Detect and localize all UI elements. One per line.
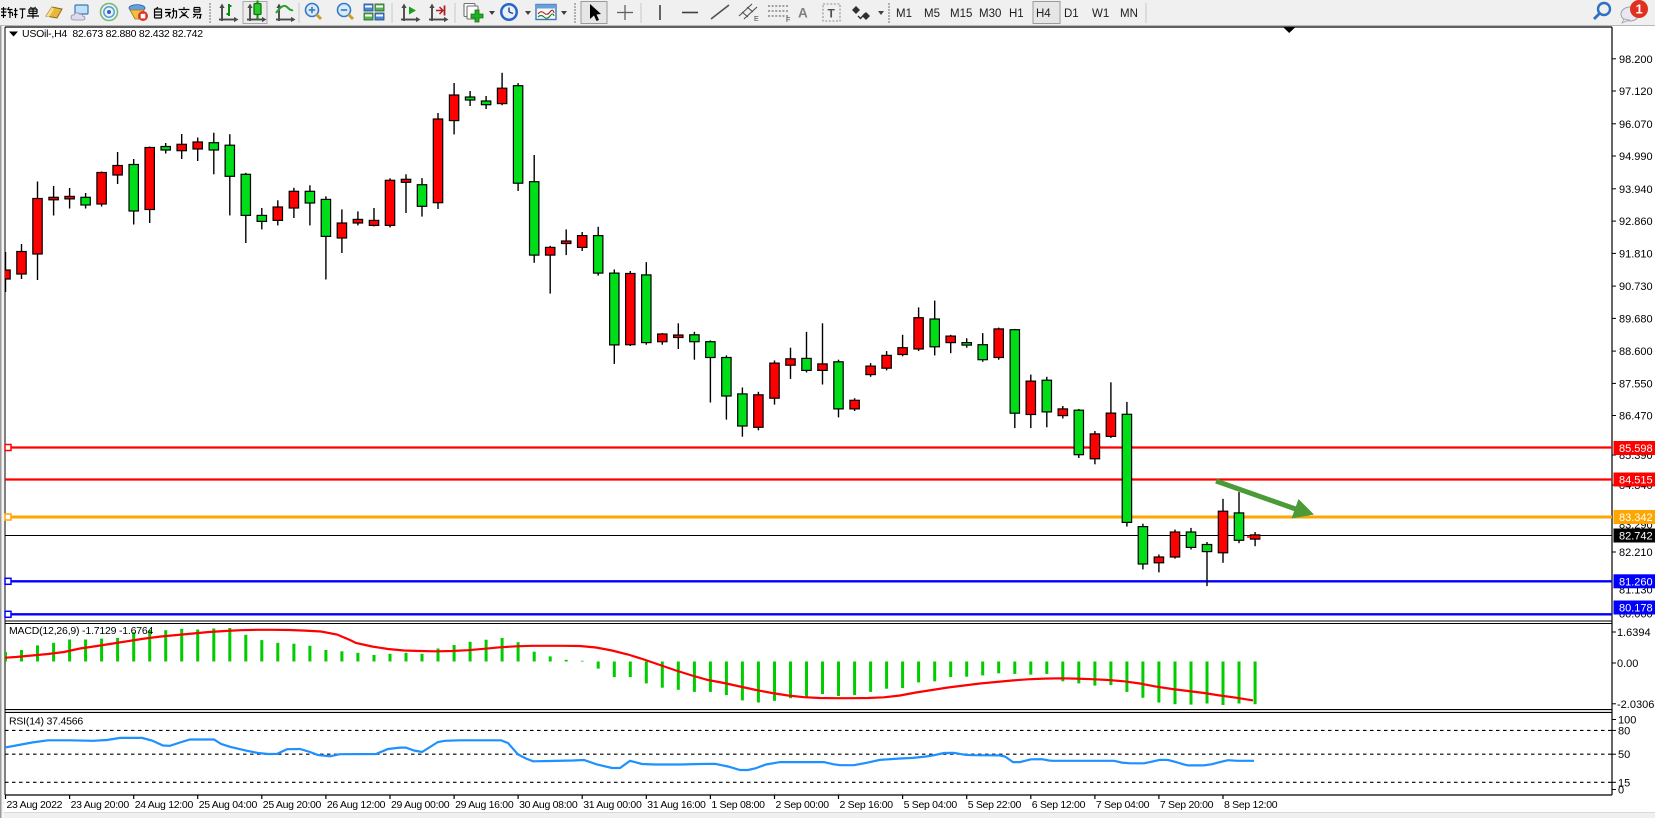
svg-text:MN: MN	[1120, 8, 1138, 20]
svg-text:6 Sep 12:00: 6 Sep 12:00	[1032, 799, 1086, 811]
svg-text:M1: M1	[896, 8, 912, 20]
svg-text:T: T	[828, 7, 836, 21]
svg-text:RSI(14) 37.4566: RSI(14) 37.4566	[9, 716, 83, 728]
svg-text:W1: W1	[1092, 8, 1109, 20]
svg-text:96.070: 96.070	[1619, 119, 1653, 131]
svg-text:93.940: 93.940	[1619, 184, 1653, 196]
svg-text:82.742: 82.742	[1619, 531, 1653, 543]
svg-text:25 Aug 04:00: 25 Aug 04:00	[199, 799, 258, 811]
svg-text:F: F	[786, 17, 790, 24]
svg-text:92.860: 92.860	[1619, 216, 1653, 228]
svg-text:A: A	[798, 6, 808, 21]
svg-text:H4: H4	[1036, 8, 1051, 20]
svg-text:E: E	[754, 16, 759, 23]
svg-text:23 Aug 2022: 23 Aug 2022	[7, 799, 63, 811]
svg-text:97.120: 97.120	[1619, 86, 1653, 98]
svg-text:87.550: 87.550	[1619, 378, 1653, 390]
svg-text:31 Aug 00:00: 31 Aug 00:00	[583, 799, 642, 811]
svg-text:80: 80	[1618, 725, 1630, 737]
svg-text:84.515: 84.515	[1619, 475, 1653, 487]
svg-text:50: 50	[1618, 749, 1630, 761]
svg-text:5 Sep 22:00: 5 Sep 22:00	[968, 799, 1022, 811]
svg-text:2 Sep 16:00: 2 Sep 16:00	[840, 799, 894, 811]
svg-text:81.260: 81.260	[1619, 577, 1653, 589]
svg-text:25 Aug 20:00: 25 Aug 20:00	[263, 799, 322, 811]
svg-text:5 Sep 04:00: 5 Sep 04:00	[904, 799, 958, 811]
svg-text:91.810: 91.810	[1619, 248, 1653, 260]
svg-text:7 Sep 04:00: 7 Sep 04:00	[1096, 799, 1150, 811]
svg-text:26 Aug 12:00: 26 Aug 12:00	[327, 799, 386, 811]
svg-text:0: 0	[1618, 785, 1624, 797]
svg-text:86.470: 86.470	[1619, 411, 1653, 423]
svg-text:M15: M15	[950, 8, 972, 20]
svg-text:29 Aug 00:00: 29 Aug 00:00	[391, 799, 450, 811]
svg-text:100: 100	[1618, 715, 1636, 727]
svg-text:94.990: 94.990	[1619, 151, 1653, 163]
svg-text:31 Aug 16:00: 31 Aug 16:00	[647, 799, 706, 811]
svg-text:85.598: 85.598	[1619, 443, 1653, 455]
svg-text:15: 15	[1618, 777, 1630, 789]
svg-text:23 Aug 20:00: 23 Aug 20:00	[71, 799, 130, 811]
svg-text:90.730: 90.730	[1619, 281, 1653, 293]
svg-text:D1: D1	[1064, 8, 1079, 20]
svg-text:MACD(12,26,9) -1.7129 -1.6764: MACD(12,26,9) -1.7129 -1.6764	[9, 625, 154, 637]
svg-text:29 Aug 16:00: 29 Aug 16:00	[455, 799, 514, 811]
svg-text:83.342: 83.342	[1619, 512, 1653, 524]
svg-text:80.178: 80.178	[1619, 603, 1653, 615]
svg-text:USOil-,H4 82.673 82.880 82.43: USOil-,H4 82.673 82.880 82.432 82.742	[22, 28, 203, 40]
svg-text:7 Sep 20:00: 7 Sep 20:00	[1160, 799, 1214, 811]
svg-text:24 Aug 12:00: 24 Aug 12:00	[135, 799, 194, 811]
svg-text:89.680: 89.680	[1619, 313, 1653, 325]
svg-text:M5: M5	[924, 8, 940, 20]
svg-text:H1: H1	[1009, 8, 1024, 20]
svg-text:30 Aug 08:00: 30 Aug 08:00	[519, 799, 578, 811]
svg-text:82.210: 82.210	[1619, 547, 1653, 559]
svg-text:1 Sep 08:00: 1 Sep 08:00	[711, 799, 765, 811]
svg-text:1.6394: 1.6394	[1617, 627, 1651, 639]
svg-text:98.200: 98.200	[1619, 54, 1653, 66]
svg-text:8 Sep 12:00: 8 Sep 12:00	[1224, 799, 1278, 811]
svg-text:2 Sep 00:00: 2 Sep 00:00	[776, 799, 830, 811]
svg-text:1: 1	[1636, 2, 1643, 17]
svg-text:88.600: 88.600	[1619, 346, 1653, 358]
svg-text:M30: M30	[979, 8, 1001, 20]
svg-text:0.00: 0.00	[1617, 658, 1638, 670]
svg-text:-2.0306: -2.0306	[1617, 699, 1654, 711]
